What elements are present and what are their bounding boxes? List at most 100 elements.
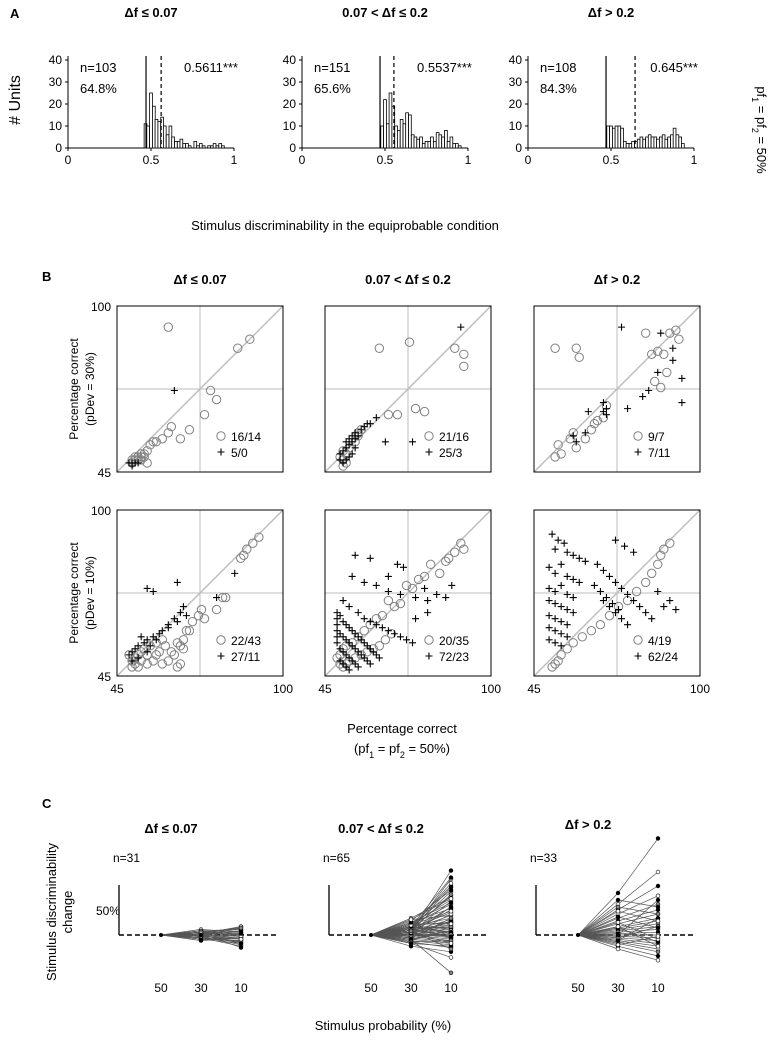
unit-point [448, 934, 454, 939]
plus-point [149, 587, 157, 595]
plus-point [333, 621, 341, 629]
circle-point [671, 325, 681, 335]
circle-point [374, 641, 385, 651]
plus-point [339, 633, 347, 641]
circle-point [178, 635, 189, 645]
unit-point [238, 931, 244, 936]
identity-line [116, 305, 284, 473]
plus-point [599, 597, 607, 605]
histogram-bar [212, 143, 217, 149]
y-tick-label: 100 [91, 300, 111, 314]
side-label-rest: = 50% [754, 133, 769, 174]
plus-point [336, 657, 344, 665]
plus-point [611, 536, 619, 544]
plus-point [575, 578, 583, 586]
plus-point [545, 612, 553, 620]
legend-plus-count: 27/11 [231, 650, 260, 664]
plus-point [345, 435, 353, 443]
circle-point [142, 458, 152, 468]
circle-point [220, 592, 231, 603]
plus-point [134, 459, 142, 467]
unit-point [448, 946, 454, 952]
unit-point [448, 921, 454, 926]
plus-point [131, 645, 139, 653]
histogram-bar [157, 121, 162, 149]
plus-point [645, 387, 653, 395]
circle-point [239, 550, 249, 560]
histogram-bar [424, 140, 429, 149]
plus-point [152, 636, 160, 644]
plus-point [648, 615, 656, 623]
plus-point [569, 594, 577, 602]
panel-c-n-label: n=31 [113, 851, 140, 865]
plus-point [599, 566, 607, 574]
plus-point [615, 606, 623, 614]
plus-point [672, 606, 680, 614]
panel-c-n-label: n=33 [530, 851, 557, 865]
circle-point [151, 650, 161, 660]
legend-plus-count: 62/24 [648, 650, 678, 664]
unit-point [238, 925, 244, 931]
circle-point [553, 656, 563, 666]
histogram-bar [416, 138, 420, 149]
plus-point [409, 639, 417, 647]
circle-point [653, 346, 663, 356]
circle-point [178, 644, 189, 654]
plus-point [348, 657, 356, 665]
circle-point [139, 449, 149, 459]
x-tick-label: 50 [154, 981, 168, 995]
plus-point [602, 405, 610, 413]
histogram-bar [421, 143, 426, 149]
plus-point [348, 450, 356, 458]
plus-point [336, 456, 344, 464]
circle-point [181, 626, 192, 636]
circle-point [248, 538, 258, 548]
circle-point [338, 446, 348, 456]
plus-point [348, 627, 356, 635]
legend-circle-marker [216, 431, 226, 441]
plus-point [605, 572, 613, 580]
histogram-bar [625, 143, 630, 149]
histogram-bar [146, 125, 150, 149]
histogram-bar [182, 143, 186, 149]
y-tick-label: 45 [98, 670, 112, 684]
unit-point [615, 938, 621, 943]
plus-point [342, 456, 350, 464]
circle-point [139, 452, 149, 462]
median-label: 0.5611*** [184, 60, 238, 75]
plus-point [660, 603, 668, 611]
unit-point [655, 949, 661, 954]
circle-point [650, 376, 660, 387]
unit-point [448, 955, 454, 960]
unit-point [448, 868, 454, 873]
plus-point [128, 657, 136, 665]
plus-point [360, 639, 368, 647]
histogram-bar [647, 134, 652, 149]
plus-point [590, 581, 598, 589]
plus-point [345, 624, 353, 632]
histogram-bar [433, 140, 437, 149]
unit-point [615, 924, 621, 929]
plus-point [372, 414, 380, 422]
histogram-bar [430, 136, 434, 149]
plus-point [345, 441, 353, 449]
circle-point [359, 626, 369, 636]
plus-point [545, 563, 553, 571]
circle-point [163, 656, 174, 666]
histogram-bar [631, 140, 635, 149]
x-tick-label: 0 [525, 153, 532, 167]
x-tick-label: 45 [318, 682, 332, 696]
circle-point [196, 604, 207, 615]
x-tick-label: 0 [299, 153, 306, 167]
plus-point [575, 554, 583, 562]
plus-point [339, 597, 347, 605]
plus-point [639, 393, 647, 401]
plus-point [557, 642, 565, 650]
plus-point [366, 554, 374, 562]
circle-point [456, 538, 466, 548]
unit-point [615, 942, 621, 947]
plus-point [348, 438, 356, 446]
plus-point [545, 624, 553, 632]
panel-label-c: C [42, 796, 52, 811]
plus-point [599, 399, 607, 407]
